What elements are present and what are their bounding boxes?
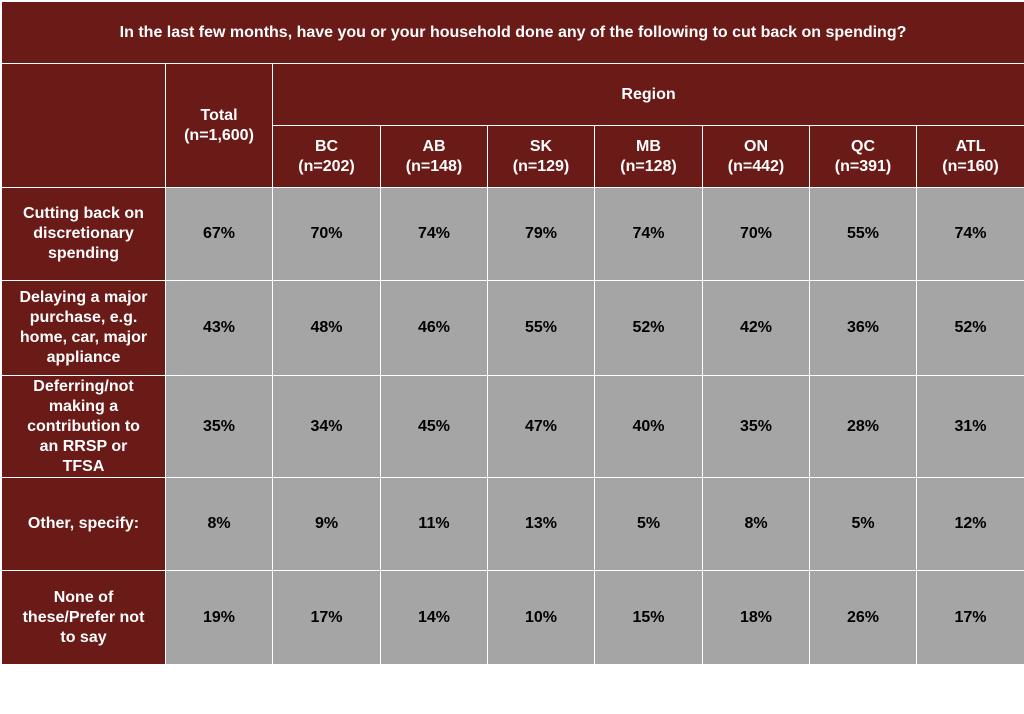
region-value-cell: 12% [915, 477, 1024, 571]
corner-cell [1, 63, 166, 188]
region-name: AB [422, 137, 446, 155]
region-header: Region [271, 63, 1024, 126]
total-value-cell: 67% [165, 187, 273, 281]
total-value-cell: 35% [165, 375, 273, 478]
region-value-cell: 45% [380, 375, 488, 478]
region-value-cell: 15% [594, 570, 703, 665]
region-value-cell: 18% [702, 570, 810, 665]
region-name: ON [744, 137, 768, 155]
region-value-cell: 9% [272, 477, 381, 571]
region-value-cell: 70% [272, 187, 381, 281]
row-label: Delaying a major purchase, e.g. home, ca… [1, 280, 166, 376]
region-name: BC [314, 137, 339, 155]
region-sample-size: (n=128) [620, 157, 677, 175]
total-value-cell: 8% [165, 477, 273, 571]
region-value-cell: 17% [915, 570, 1024, 665]
region-value-cell: 48% [272, 280, 381, 376]
region-value-cell: 34% [272, 375, 381, 478]
region-column-header: ATL (n=160) [915, 125, 1024, 188]
region-column-header: SK (n=129) [487, 125, 595, 188]
table-row: None of these/Prefer not to say 19% 17% 14%… [1, 570, 1024, 665]
region-value-cell: 8% [702, 477, 810, 571]
region-name: QC [851, 137, 875, 155]
table-row: Other, specify: 8% 9% 11% 13% 5% 8% 5% 12% [1, 477, 1024, 571]
region-column-header: ON (n=442) [702, 125, 810, 188]
region-value-cell: 74% [380, 187, 488, 281]
region-sample-size: (n=129) [512, 157, 570, 175]
row-label: Cutting back on discretionary spending [1, 187, 166, 281]
region-name: ATL [955, 137, 986, 155]
region-column-header: AB (n=148) [380, 125, 488, 188]
total-header: Total (n=1,600) [165, 63, 273, 188]
region-value-cell: 47% [487, 375, 595, 478]
region-sample-size: (n=391) [834, 157, 892, 175]
region-value-cell: 10% [487, 570, 595, 665]
region-value-cell: 36% [809, 280, 917, 376]
region-value-cell: 46% [380, 280, 488, 376]
row-label: Deferring/not making a contribution to a… [1, 375, 166, 478]
row-label: Other, specify: [1, 477, 166, 571]
region-value-cell: 26% [809, 570, 917, 665]
table-row: Delaying a major purchase, e.g. home, ca… [1, 280, 1024, 376]
region-value-cell: 13% [487, 477, 595, 571]
region-sample-size: (n=148) [405, 157, 463, 175]
table-title: In the last few months, have you or your… [0, 1, 1024, 64]
region-value-cell: 14% [380, 570, 488, 665]
total-value-cell: 43% [165, 280, 273, 376]
table-row: Deferring/not making a contribution to a… [1, 375, 1024, 478]
region-value-cell: 74% [594, 187, 703, 281]
region-value-cell: 74% [915, 187, 1024, 281]
region-sample-size: (n=442) [727, 157, 785, 175]
total-value-cell: 19% [165, 570, 273, 665]
region-column-header: BC (n=202) [272, 125, 381, 188]
region-value-cell: 40% [594, 375, 703, 478]
region-column-header: MB (n=128) [594, 125, 703, 188]
region-value-cell: 55% [487, 280, 595, 376]
region-sample-size: (n=160) [942, 157, 999, 175]
region-value-cell: 11% [380, 477, 488, 571]
region-value-cell: 42% [702, 280, 810, 376]
region-name: MB [636, 137, 661, 155]
row-label: None of these/Prefer not to say [1, 570, 166, 665]
region-name: SK [529, 137, 553, 155]
region-value-cell: 52% [915, 280, 1024, 376]
region-value-cell: 28% [809, 375, 917, 478]
region-value-cell: 79% [487, 187, 595, 281]
region-column-header: QC (n=391) [809, 125, 917, 188]
region-value-cell: 5% [809, 477, 917, 571]
region-value-cell: 55% [809, 187, 917, 281]
region-sample-size: (n=202) [298, 157, 355, 175]
region-value-cell: 5% [594, 477, 703, 571]
table-row: Cutting back on discretionary spending 67… [1, 187, 1024, 281]
region-value-cell: 31% [915, 375, 1024, 478]
region-value-cell: 17% [272, 570, 381, 665]
region-value-cell: 70% [702, 187, 810, 281]
survey-table: In the last few months, have you or your… [0, 1, 1024, 665]
region-value-cell: 35% [702, 375, 810, 478]
region-value-cell: 52% [594, 280, 703, 376]
